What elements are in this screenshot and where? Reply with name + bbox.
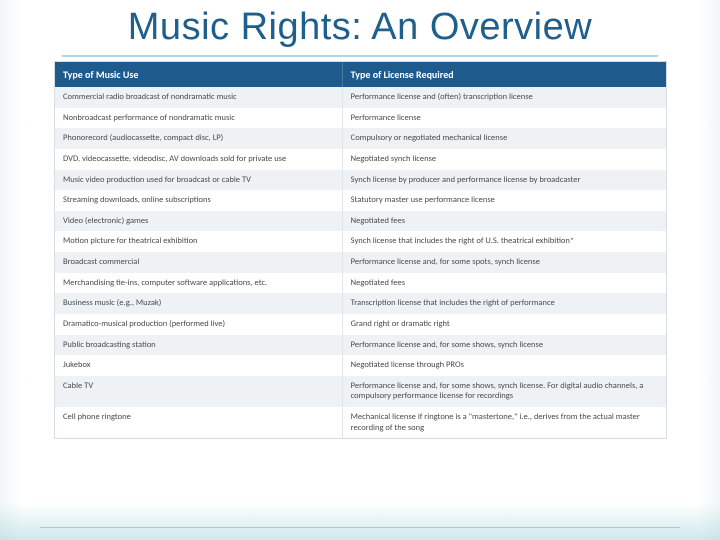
cell-license: Synch license that includes the right of… bbox=[342, 231, 666, 252]
cell-music-use: Dramatico-musical production (performed … bbox=[55, 314, 342, 335]
cell-music-use: Music video production used for broadcas… bbox=[55, 170, 342, 191]
cell-music-use: Nonbroadcast performance of nondramatic … bbox=[55, 108, 342, 129]
cell-license: Performance license and, for some spots,… bbox=[342, 252, 666, 273]
cell-license: Performance license and, for some shows,… bbox=[342, 335, 666, 356]
cell-music-use: Cable TV bbox=[55, 376, 342, 407]
slide: Music Rights: An Overview Type of Music … bbox=[0, 0, 720, 540]
table-row: Dramatico-musical production (performed … bbox=[55, 314, 666, 335]
cell-music-use: Public broadcasting station bbox=[55, 335, 342, 356]
cell-license: Compulsory or negotiated mechanical lice… bbox=[342, 128, 666, 149]
table-row: DVD, videocassette, videodisc, AV downlo… bbox=[55, 149, 666, 170]
cell-music-use: Jukebox bbox=[55, 355, 342, 376]
cell-music-use: Streaming downloads, online subscription… bbox=[55, 190, 342, 211]
cell-license: Performance license and, for some shows,… bbox=[342, 376, 666, 407]
cell-license: Performance license and (often) transcri… bbox=[342, 87, 666, 108]
cell-license: Negotiated license through PROs bbox=[342, 355, 666, 376]
cell-music-use: Phonorecord (audiocassette, compact disc… bbox=[55, 128, 342, 149]
cell-license: Synch license by producer and performanc… bbox=[342, 170, 666, 191]
cell-license: Negotiated fees bbox=[342, 273, 666, 294]
cell-license: Negotiated synch license bbox=[342, 149, 666, 170]
cell-music-use: Business music (e.g., Muzak) bbox=[55, 293, 342, 314]
column-header-type-of-use: Type of Music Use bbox=[55, 62, 342, 87]
table-row: Cable TV Performance license and, for so… bbox=[55, 376, 666, 407]
cell-music-use: DVD, videocassette, videodisc, AV downlo… bbox=[55, 149, 342, 170]
cell-music-use: Merchandising tie-ins, computer software… bbox=[55, 273, 342, 294]
cell-license: Mechanical license if ringtone is a "mas… bbox=[342, 407, 666, 438]
cell-music-use: Video (electronic) games bbox=[55, 211, 342, 232]
cell-license: Grand right or dramatic right bbox=[342, 314, 666, 335]
cell-license: Statutory master use performance license bbox=[342, 190, 666, 211]
table-row: Music video production used for broadcas… bbox=[55, 170, 666, 191]
table-row: Broadcast commercial Performance license… bbox=[55, 252, 666, 273]
cell-music-use: Motion picture for theatrical exhibition bbox=[55, 231, 342, 252]
table-row: Commercial radio broadcast of nondramati… bbox=[55, 87, 666, 108]
table-header-row: Type of Music Use Type of License Requir… bbox=[55, 62, 666, 87]
rights-table-container: Type of Music Use Type of License Requir… bbox=[54, 61, 667, 439]
cell-music-use: Broadcast commercial bbox=[55, 252, 342, 273]
table-row: Business music (e.g., Muzak) Transcripti… bbox=[55, 293, 666, 314]
page-title: Music Rights: An Overview bbox=[0, 6, 720, 49]
rights-table: Type of Music Use Type of License Requir… bbox=[55, 62, 666, 438]
table-row: Jukebox Negotiated license through PROs bbox=[55, 355, 666, 376]
footer-accent-line bbox=[40, 527, 680, 528]
table-row: Streaming downloads, online subscription… bbox=[55, 190, 666, 211]
column-header-license-required: Type of License Required bbox=[342, 62, 666, 87]
cell-license: Negotiated fees bbox=[342, 211, 666, 232]
table-row: Nonbroadcast performance of nondramatic … bbox=[55, 108, 666, 129]
table-row: Phonorecord (audiocassette, compact disc… bbox=[55, 128, 666, 149]
table-row: Cell phone ringtone Mechanical license i… bbox=[55, 407, 666, 438]
table-row: Motion picture for theatrical exhibition… bbox=[55, 231, 666, 252]
cell-license: Performance license bbox=[342, 108, 666, 129]
table-row: Merchandising tie-ins, computer software… bbox=[55, 273, 666, 294]
title-accent-line bbox=[62, 55, 658, 57]
table-row: Public broadcasting station Performance … bbox=[55, 335, 666, 356]
table-row: Video (electronic) games Negotiated fees bbox=[55, 211, 666, 232]
cell-music-use: Commercial radio broadcast of nondramati… bbox=[55, 87, 342, 108]
cell-music-use: Cell phone ringtone bbox=[55, 407, 342, 438]
cell-license: Transcription license that includes the … bbox=[342, 293, 666, 314]
